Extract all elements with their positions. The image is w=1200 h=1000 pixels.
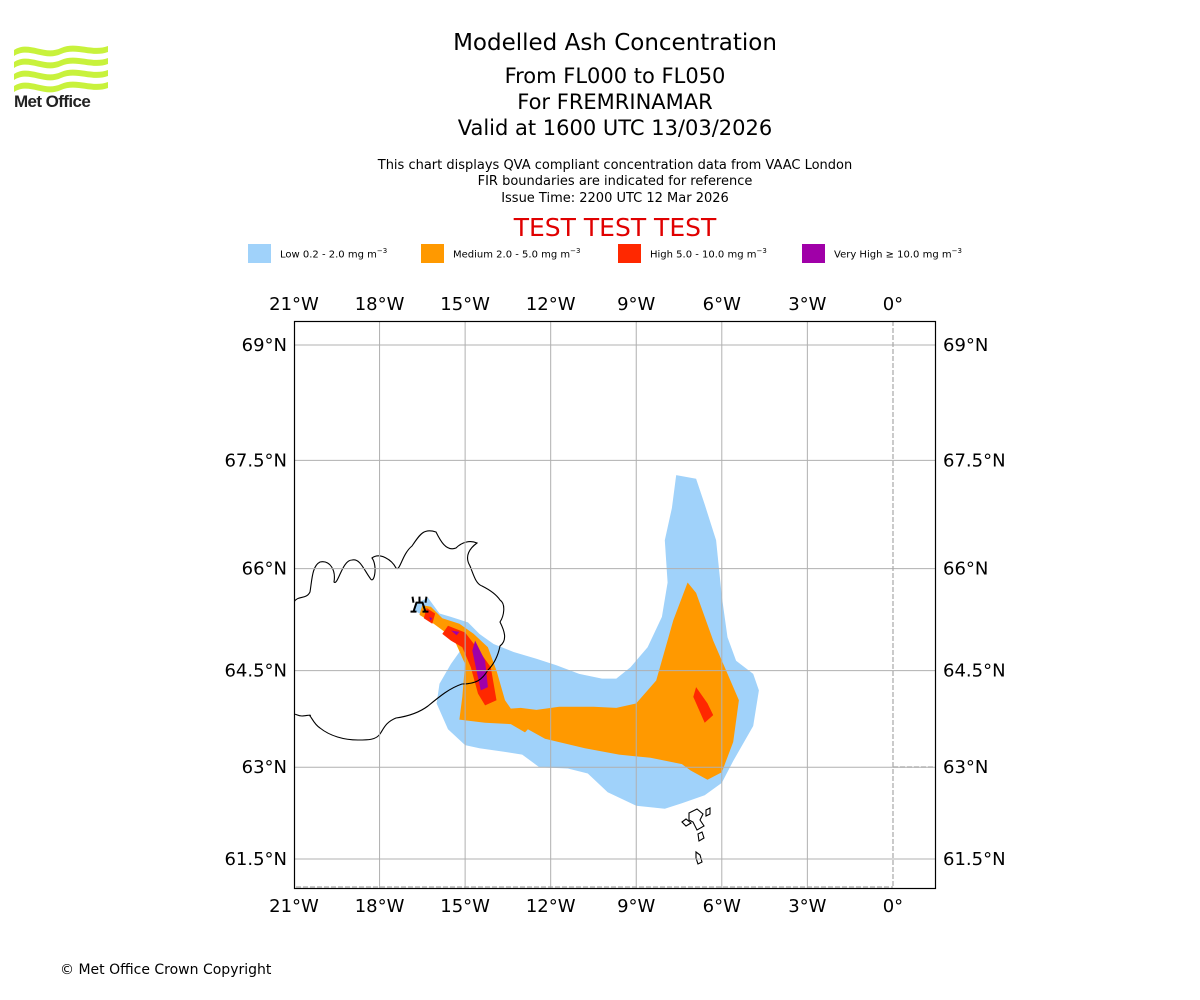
lon-tick-label: 0° [883,896,903,917]
lon-tick-label: 6°W [703,294,741,315]
note-qva: This chart displays QVA compliant concen… [377,158,853,173]
legend-label-medium: Medium 2.0 - 5.0 mg m [453,249,571,261]
legend-swatch-medium [421,244,444,263]
lon-tick-label: 6°W [703,896,741,917]
lat-tick-label: 69°N [242,335,287,356]
test-banner: TEST TEST TEST [513,213,717,242]
ash-region-high [693,687,714,723]
issue-time: Issue Time: 2200 UTC 12 Mar 2026 [501,191,729,206]
ash-region-medium [419,582,739,780]
legend-swatch-high [618,244,641,263]
volcano-mark [410,596,429,613]
copyright: © Met Office Crown Copyright [60,962,272,978]
axis-ticks: 21°W 21°W 18°W 18°W 15°W 15°W 12°W 12°W 9°W 9°W 6°… [224,294,1005,917]
lon-tick-label: 12°W [526,896,576,917]
faroe-island [695,850,703,865]
lon-tick-label: 9°W [617,294,655,315]
fir-boundaries [296,321,934,888]
legend-label-low: Low 0.2 - 2.0 mg m [280,249,377,261]
note-fir: FIR boundaries are indicated for referen… [477,174,753,189]
met-office-waves-icon [14,45,108,93]
faroe-island [688,808,705,831]
lon-tick-label: 9°W [617,896,655,917]
legend-swatch-very-high [802,244,825,263]
lat-tick-label: 61.5°N [943,849,1006,870]
lat-tick-label: 67.5°N [943,450,1006,471]
lon-tick-label: 21°W [269,294,319,315]
chart-title: Modelled Ash Concentration [453,30,777,56]
map-frame [293,320,937,890]
lon-tick-label: 3°W [788,896,826,917]
lat-tick-label: 66°N [242,559,287,580]
faroe-island [697,831,705,842]
lon-tick-label: 15°W [440,896,490,917]
lat-tick-label: 63°N [242,757,287,778]
lat-tick-label: 69°N [943,335,988,356]
ash-region-very-high [450,630,460,636]
faroe-island [681,818,692,827]
lon-tick-label: 18°W [355,896,405,917]
lat-tick-label: 61.5°N [224,849,287,870]
graticule [294,321,936,889]
volcano-icon [410,596,429,613]
volcano-name: For FREMRINAMAR [517,90,713,114]
lat-tick-label: 67.5°N [224,450,287,471]
ash-layers [413,475,759,809]
ash-region-very-high [429,616,433,621]
lon-tick-label: 15°W [440,294,490,315]
legend-label-high: High 5.0 - 10.0 mg m [650,249,757,261]
lon-tick-label: 21°W [269,896,319,917]
flight-levels: From FL000 to FL050 [504,64,726,88]
legend-label-very-high: Very High ≥ 10.0 mg m [834,249,952,261]
lon-tick-label: 0° [883,294,903,315]
lon-tick-label: 3°W [788,294,826,315]
lat-tick-label: 66°N [943,559,988,580]
faroe-island [705,807,711,817]
valid-time: Valid at 1600 UTC 13/03/2026 [457,116,773,140]
lat-tick-label: 63°N [943,757,988,778]
lat-tick-label: 64.5°N [943,661,1006,682]
lat-tick-label: 64.5°N [224,661,287,682]
legend-swatch-low [248,244,271,263]
met-office-logo-text: Met Office [14,92,91,111]
iceland-coastline [294,530,506,741]
coastlines [294,530,711,865]
lon-tick-label: 18°W [355,294,405,315]
ash-region-very-high [472,640,488,691]
lon-tick-label: 12°W [526,294,576,315]
